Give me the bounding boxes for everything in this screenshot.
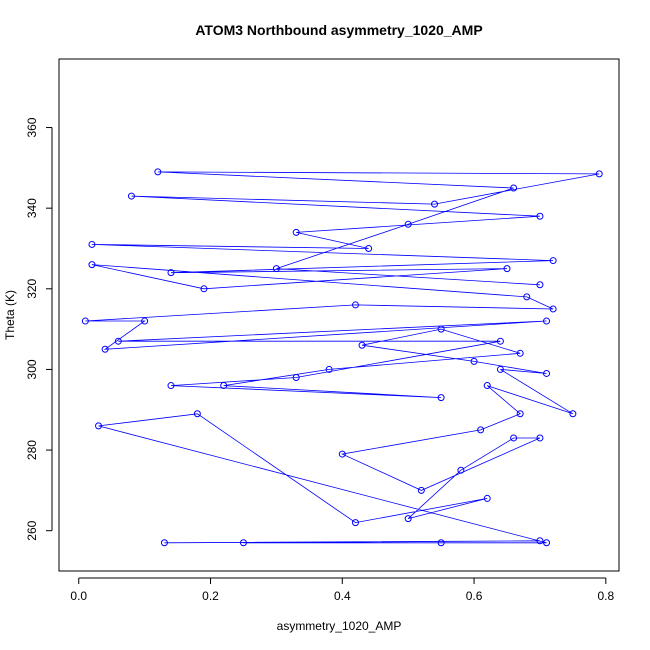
data-point bbox=[127, 192, 135, 200]
data-point bbox=[239, 539, 247, 547]
y-axis: 260 280 300 320 340 360 bbox=[25, 117, 53, 541]
data-point bbox=[417, 486, 425, 494]
data-point bbox=[292, 373, 300, 381]
data-point bbox=[404, 515, 412, 523]
data-marks bbox=[81, 168, 603, 547]
data-point bbox=[193, 410, 201, 418]
data-point bbox=[114, 337, 122, 345]
data-point bbox=[167, 382, 175, 390]
data-point bbox=[483, 382, 491, 390]
x-tick-label: 0.8 bbox=[597, 589, 614, 603]
series-line bbox=[85, 171, 600, 544]
x-axis: 0.0 0.2 0.4 0.6 0.8 bbox=[70, 577, 614, 603]
data-point bbox=[437, 539, 445, 547]
data-point bbox=[292, 228, 300, 236]
data-point bbox=[154, 168, 162, 176]
data-point bbox=[338, 450, 346, 458]
data-point bbox=[141, 317, 149, 325]
y-tick-label: 340 bbox=[25, 198, 39, 218]
data-point bbox=[510, 434, 518, 442]
data-point bbox=[200, 285, 208, 293]
data-point bbox=[543, 539, 551, 547]
data-point bbox=[516, 349, 524, 357]
data-point bbox=[523, 293, 531, 301]
data-point bbox=[536, 434, 544, 442]
data-point bbox=[503, 265, 511, 273]
data-point bbox=[437, 325, 445, 333]
y-tick-label: 280 bbox=[25, 440, 39, 460]
data-point bbox=[595, 170, 603, 178]
data-point bbox=[88, 261, 96, 269]
data-point bbox=[81, 317, 89, 325]
chart-title: ATOM3 Northbound asymmetry_1020_AMP bbox=[195, 22, 482, 38]
data-point bbox=[351, 301, 359, 309]
data-point bbox=[88, 240, 96, 248]
data-point bbox=[470, 357, 478, 365]
data-point bbox=[549, 305, 557, 313]
data-point bbox=[272, 265, 280, 273]
x-tick-label: 0.4 bbox=[334, 589, 351, 603]
data-point bbox=[358, 341, 366, 349]
data-point bbox=[536, 537, 544, 545]
data-point bbox=[457, 466, 465, 474]
data-point bbox=[325, 365, 333, 373]
y-axis-label: Theta (K) bbox=[3, 290, 17, 340]
data-point bbox=[101, 345, 109, 353]
data-point bbox=[220, 382, 228, 390]
data-point bbox=[431, 200, 439, 208]
data-point bbox=[365, 244, 373, 252]
data-point bbox=[543, 317, 551, 325]
x-tick-label: 0.6 bbox=[466, 589, 483, 603]
data-point bbox=[543, 369, 551, 377]
data-point bbox=[536, 281, 544, 289]
x-axis-label: asymmetry_1020_AMP bbox=[277, 619, 402, 633]
y-tick-label: 360 bbox=[25, 117, 39, 137]
data-point bbox=[510, 184, 518, 192]
x-tick-label: 0.0 bbox=[70, 589, 87, 603]
y-tick-label: 320 bbox=[25, 278, 39, 298]
data-point bbox=[516, 410, 524, 418]
x-tick-label: 0.2 bbox=[202, 589, 219, 603]
data-point bbox=[569, 410, 577, 418]
data-point bbox=[437, 394, 445, 402]
plot-box bbox=[58, 58, 620, 572]
data-point bbox=[536, 212, 544, 220]
data-point bbox=[496, 365, 504, 373]
data-point bbox=[496, 337, 504, 345]
data-point bbox=[160, 539, 168, 547]
data-point bbox=[167, 269, 175, 277]
data-point bbox=[404, 220, 412, 228]
data-point bbox=[351, 519, 359, 527]
data-point bbox=[483, 494, 491, 502]
y-tick-label: 300 bbox=[25, 359, 39, 379]
data-point bbox=[95, 422, 103, 430]
data-point bbox=[477, 426, 485, 434]
y-tick-label: 260 bbox=[25, 520, 39, 540]
data-point bbox=[549, 257, 557, 265]
